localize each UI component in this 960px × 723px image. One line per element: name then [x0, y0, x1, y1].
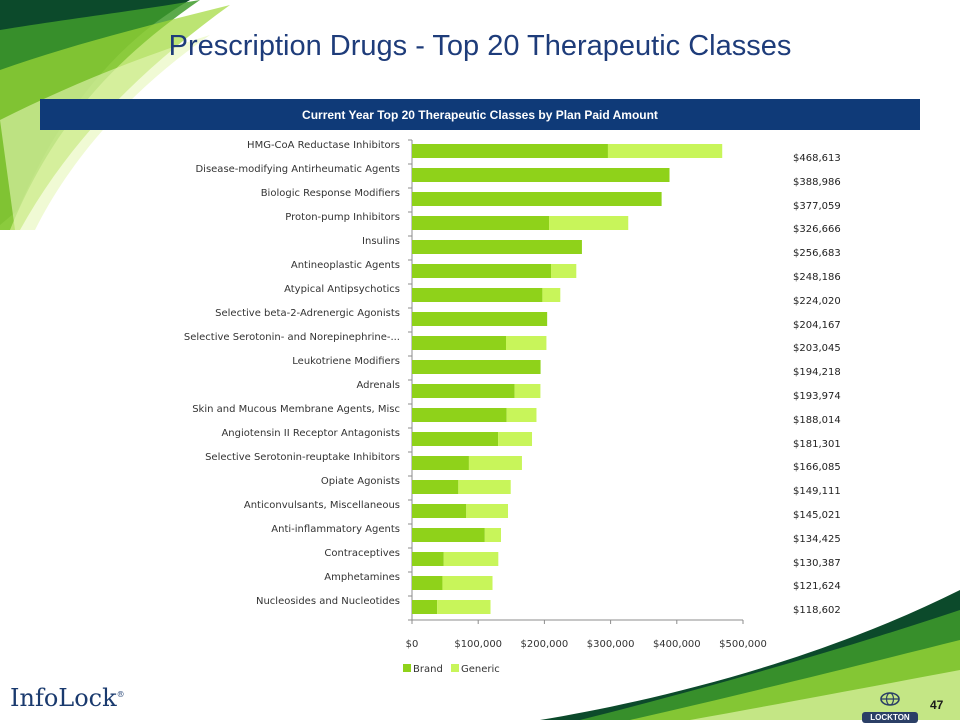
legend-label: Brand — [413, 664, 443, 675]
infolock-logo: InfoLock® — [10, 684, 125, 712]
category-label: Selective Serotonin- and Norepinephrine-… — [184, 332, 400, 343]
category-label: Leukotriene Modifiers — [292, 356, 400, 367]
total-amount: $256,683 — [793, 248, 841, 260]
legend-label: Generic — [461, 664, 500, 675]
bar-brand — [412, 600, 438, 614]
bar-generic — [551, 264, 577, 278]
category-label: Atypical Antipsychotics — [284, 284, 400, 295]
total-amount: $145,021 — [793, 509, 841, 521]
page-title: Prescription Drugs - Top 20 Therapeutic … — [168, 30, 792, 62]
category-label: Angiotensin II Receptor Antagonists — [221, 428, 400, 439]
legend-swatch-generic — [451, 664, 459, 672]
bar-generic — [442, 576, 493, 590]
x-tick-label: $0 — [406, 639, 419, 650]
category-label: HMG-CoA Reductase Inhibitors — [247, 140, 400, 151]
bar-brand — [412, 144, 608, 158]
bar-brand — [412, 552, 444, 566]
category-label: Skin and Mucous Membrane Agents, Misc — [192, 404, 400, 415]
category-label: Contraceptives — [324, 548, 400, 559]
legend-swatch-brand — [403, 664, 411, 672]
total-amount: $248,186 — [793, 271, 841, 283]
bar-brand — [412, 216, 550, 230]
total-amount: $224,020 — [793, 295, 841, 307]
category-label: Proton-pump Inhibitors — [285, 212, 400, 223]
x-tick-label: $300,000 — [587, 639, 635, 650]
bar-generic — [437, 600, 491, 614]
total-amounts-list: $468,613 $388,986 $377,059 $326,666 $256,683… — [793, 151, 873, 627]
bar-brand — [412, 528, 485, 542]
bar-brand — [412, 480, 459, 494]
category-label: Antineoplastic Agents — [291, 260, 400, 271]
total-amount: $468,613 — [793, 153, 841, 164]
category-label: Amphetamines — [324, 572, 400, 583]
bar-brand — [412, 192, 662, 206]
bar-generic — [458, 480, 511, 494]
category-label: Nucleosides and Nucleotides — [256, 596, 400, 607]
bar-brand — [412, 336, 507, 350]
category-label: Anticonvulsants, Miscellaneous — [244, 500, 400, 511]
total-amount: $326,666 — [793, 224, 841, 236]
category-label: Adrenals — [356, 380, 400, 391]
bar-generic — [607, 144, 723, 158]
bar-generic — [468, 456, 522, 470]
x-tick-label: $100,000 — [454, 639, 502, 650]
lockton-globe-icon — [880, 692, 900, 706]
total-amount: $130,387 — [793, 557, 841, 569]
category-label: Selective beta-2-Adrenergic Agonists — [215, 308, 400, 319]
lockton-logo: LOCKTON — [862, 691, 918, 723]
decorative-swoosh-top-left — [0, 0, 230, 230]
bar-brand — [412, 432, 499, 446]
category-label: Disease-modifying Antirheumatic Agents — [195, 164, 400, 175]
total-amount: $377,059 — [793, 200, 841, 212]
page-number: 47 — [930, 698, 944, 712]
bar-generic — [514, 384, 541, 398]
category-label: Anti-inflammatory Agents — [271, 524, 400, 535]
total-amount: $181,301 — [793, 438, 841, 450]
bar-brand — [412, 576, 443, 590]
total-amount: $121,624 — [793, 581, 841, 593]
bar-brand — [412, 360, 541, 374]
category-label: Opiate Agonists — [321, 476, 400, 487]
bar-brand — [412, 504, 467, 518]
category-label: Biologic Response Modifiers — [261, 188, 400, 199]
bar-brand — [412, 168, 670, 182]
bar-generic — [466, 504, 509, 518]
category-label: Selective Serotonin-reuptake Inhibitors — [205, 452, 400, 463]
bar-brand — [412, 288, 543, 302]
category-label: Insulins — [362, 236, 400, 247]
total-amount: $188,014 — [793, 414, 841, 426]
bar-generic — [484, 528, 501, 542]
total-amount: $204,167 — [793, 319, 841, 331]
bar-brand — [412, 240, 582, 254]
total-amount: $166,085 — [793, 462, 841, 474]
bar-generic — [549, 216, 629, 230]
x-tick-label: $500,000 — [719, 639, 767, 650]
bar-generic — [498, 432, 533, 446]
bar-generic — [542, 288, 561, 302]
total-amount: $193,974 — [793, 390, 841, 402]
chart-banner: Current Year Top 20 Therapeutic Classes … — [40, 99, 920, 130]
x-tick-label: $200,000 — [521, 639, 569, 650]
bar-brand — [412, 264, 552, 278]
total-amount: $118,602 — [793, 605, 841, 617]
total-amount: $134,425 — [793, 533, 841, 545]
bar-generic — [506, 336, 547, 350]
bar-brand — [412, 312, 548, 326]
bar-brand — [412, 408, 507, 422]
total-amount: $194,218 — [793, 367, 841, 379]
x-tick-label: $400,000 — [653, 639, 701, 650]
bar-brand — [412, 456, 469, 470]
total-amount: $388,986 — [793, 176, 841, 188]
bar-generic — [443, 552, 499, 566]
bar-brand — [412, 384, 515, 398]
total-amount: $203,045 — [793, 343, 841, 355]
total-amount: $149,111 — [793, 486, 841, 498]
decorative-swoosh-bottom-right — [540, 590, 960, 720]
bar-generic — [506, 408, 537, 422]
